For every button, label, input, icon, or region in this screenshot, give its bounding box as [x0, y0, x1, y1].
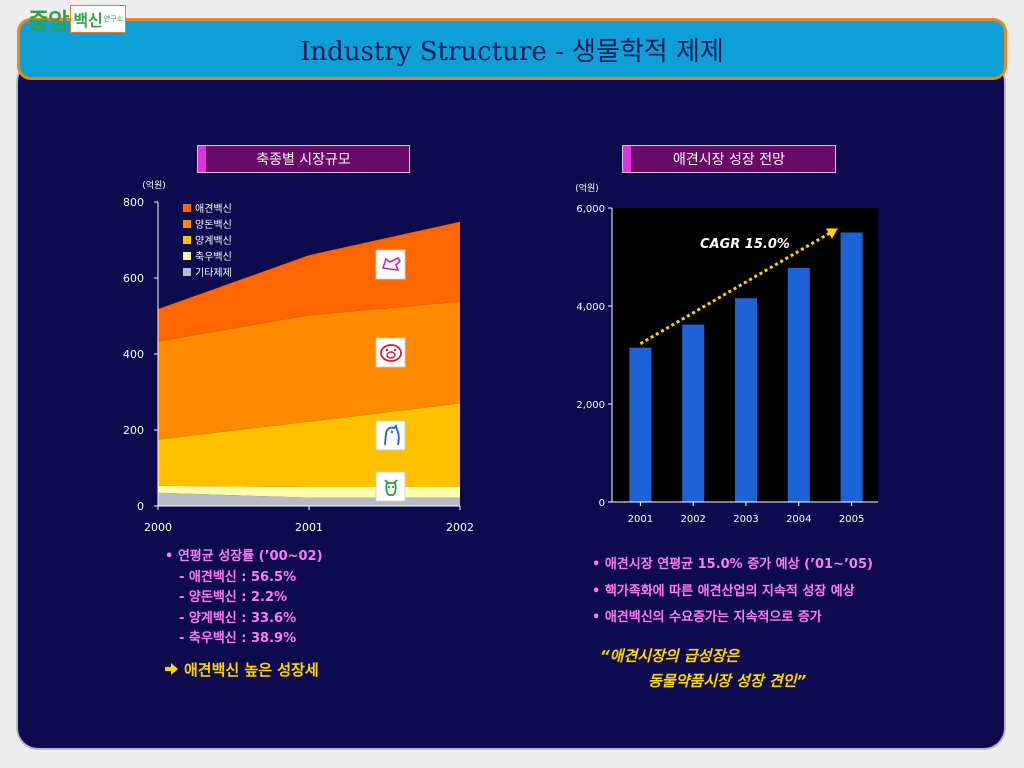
animal-icons	[375, 249, 406, 502]
bar-2003	[735, 298, 757, 502]
cagr-label: CAGR 15.0%	[700, 237, 790, 252]
left-chart-header-text: 축종별 시장규모	[256, 152, 351, 168]
legend-label: 양돈백신	[195, 219, 232, 231]
right-bullet-3: • 애견백신의 수요증가는 지속적으로 증가	[592, 610, 822, 625]
right-y-tick-label: 0	[599, 498, 605, 509]
livestock-market-chart: (억원) 0 200 400 600 800 2000 2001 2002 애견백신양돈백신양…	[123, 179, 474, 534]
title-bar: Industry Structure - 생물학적 제제	[17, 18, 1007, 80]
chicken-icon	[375, 420, 406, 451]
area-series-group	[158, 221, 460, 506]
legend-swatch	[183, 252, 191, 260]
growth-item-pig: - 양돈백신 : 2.2%	[179, 590, 288, 605]
left-chart-unit-label: (억원)	[142, 179, 166, 191]
right-chart-header-tab	[623, 146, 631, 172]
page-title: Industry Structure - 생물학적 제제	[300, 36, 724, 67]
conclusion-line: 애견백신 높은 성장세	[165, 659, 319, 680]
left-y-tick-label: 200	[123, 424, 144, 437]
right-bullet-2: • 핵가족화에 따른 애견산업의 지속적 성장 예상	[592, 583, 855, 599]
right-x-tick-label: 2003	[733, 514, 758, 525]
arrow-right-icon	[165, 661, 178, 679]
right-bullets: • 애견시장 연평균 15.0% 증가 예상 (’01~’05) • 핵가족화에…	[592, 552, 873, 632]
right-bullet-1: • 애견시장 연평균 15.0% 증가 예상 (’01~’05)	[592, 557, 873, 572]
left-y-tick-label: 0	[137, 500, 144, 513]
logo-brand-box: 백신 연구소	[70, 5, 127, 33]
left-chart-header: 축종별 시장규모	[197, 145, 410, 173]
left-x-tick-label: 2001	[295, 521, 323, 534]
cow-icon	[375, 471, 406, 502]
left-chart-header-tab	[198, 146, 206, 172]
quote-line-2: 동물약품시장 성장 견인”	[648, 672, 807, 690]
left-y-tick-label: 400	[123, 348, 144, 361]
legend-label: 기타제제	[195, 267, 232, 279]
dog-icon	[375, 249, 406, 280]
left-chart-axes: 0 200 400 600 800 2000 2001 2002	[123, 196, 474, 534]
left-x-tick-label: 2000	[144, 521, 172, 534]
left-y-tick-label: 600	[123, 272, 144, 285]
quote-line-1: “애견시장의 급성장은	[600, 647, 740, 665]
logo-main-text: 중앙	[28, 9, 69, 35]
right-x-tick-label: 2005	[839, 514, 864, 525]
right-chart-header: 애견시장 성장 전망	[622, 145, 836, 173]
right-x-tick-label: 2002	[680, 514, 705, 525]
area-series-0	[158, 492, 460, 506]
right-x-tick-label: 2004	[786, 514, 811, 525]
left-bullets: • 연평균 성장률 (’00~02) - 애견백신 : 56.5% - 양돈백신…	[165, 547, 323, 650]
conclusion-text: 애견백신 높은 성장세	[184, 661, 319, 679]
right-y-tick-label: 2,000	[576, 400, 605, 411]
bar-series-group	[629, 232, 863, 502]
area-series-3	[158, 301, 460, 440]
left-x-tick-label: 2002	[446, 521, 474, 534]
right-chart-unit-label: (억원)	[575, 182, 599, 194]
right-chart-axes: 2001 2002 2003 2004 2005 0 2,000 4,000 6,000	[576, 204, 878, 525]
right-x-tick-label: 2001	[628, 514, 653, 525]
legend-swatch	[183, 220, 191, 228]
legend-label: 애견백신	[195, 203, 232, 215]
company-logo: 중앙 백신 연구소	[28, 3, 127, 35]
logo-sub-text: 연구소	[103, 15, 124, 23]
legend-swatch	[183, 268, 191, 276]
bar-2004	[787, 267, 810, 502]
legend-swatch	[183, 236, 191, 244]
bar-2001	[629, 347, 652, 502]
bar-2002	[682, 324, 705, 502]
logo-brand-text: 백신	[73, 11, 103, 30]
left-y-tick-label: 800	[123, 196, 144, 209]
trend-line	[639, 227, 839, 345]
right-y-tick-label: 4,000	[576, 302, 605, 313]
quote-block: “애견시장의 급성장은 동물약품시장 성장 견인”	[600, 644, 806, 694]
bar-2005	[840, 232, 863, 502]
legend-label: 축우백신	[195, 251, 232, 263]
legend-swatch	[183, 204, 191, 212]
growth-item-cow: - 축우백신 : 38.9%	[179, 631, 297, 646]
trend-arrowhead	[825, 228, 838, 239]
cagr-trend-arrow: CAGR 15.0%	[639, 227, 839, 345]
legend-label: 양계백신	[195, 235, 232, 247]
growth-item-dog: - 애견백신 : 56.5%	[179, 569, 297, 585]
growth-item-chicken: - 양계백신 : 33.6%	[179, 610, 297, 626]
dog-market-forecast-chart: (억원) 2001 2002 2003 2004 2005 0 2,000 4,000 6,00…	[575, 182, 878, 525]
growth-heading: • 연평균 성장률 (’00~02)	[165, 549, 323, 564]
right-chart-header-text: 애견시장 성장 전망	[673, 152, 785, 168]
right-y-tick-label: 6,000	[576, 204, 605, 215]
pig-icon	[375, 337, 406, 368]
